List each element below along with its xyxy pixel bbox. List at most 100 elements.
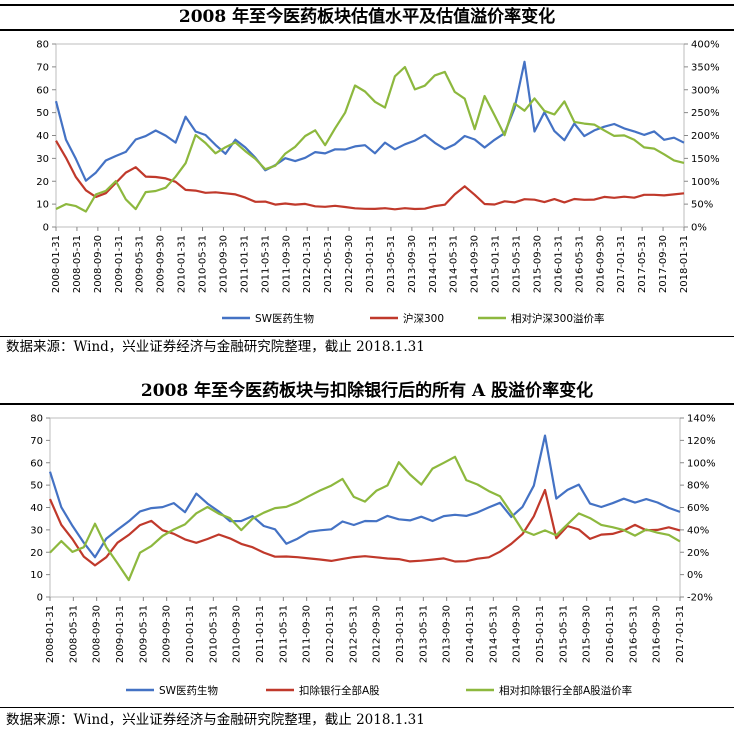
y-left-tick-label: 40 <box>30 503 43 514</box>
y-right-tick-label: 350% <box>691 62 720 73</box>
x-tick-label: 2015-05-31 <box>512 235 523 293</box>
y-right-tick-label: 100% <box>687 458 716 469</box>
legend-label-1: 沪深300 <box>403 312 444 325</box>
chart2-source: 数据来源：Wind，兴业证券经济与金融研究院整理，截止 2018.1.31 <box>6 712 425 728</box>
x-tick-label: 2012-05-31 <box>348 605 359 663</box>
y-right-tick-label: 40% <box>687 525 709 536</box>
x-tick-label: 2011-09-30 <box>302 605 313 663</box>
x-tick-label: 2009-09-30 <box>156 235 167 293</box>
y-left-tick-label: 50 <box>36 108 49 119</box>
y-right-tick-label: 300% <box>691 85 720 96</box>
x-tick-label: 2018-01-31 <box>679 235 690 293</box>
y-right-tick-label: 200% <box>691 131 720 142</box>
y-right-tick-label: 400% <box>691 40 720 51</box>
x-tick-label: 2012-05-31 <box>323 235 334 293</box>
x-tick-label: 2014-01-31 <box>465 605 476 663</box>
x-tick-label: 2013-05-31 <box>418 605 429 663</box>
legend-label-0: SW医药生物 <box>255 312 314 325</box>
y-left-tick-label: 20 <box>30 548 43 559</box>
chart1-top-rule <box>0 4 734 6</box>
y-right-tick-label: 20% <box>687 548 709 559</box>
series-line-0 <box>54 60 685 182</box>
x-tick-label: 2010-09-30 <box>232 605 243 663</box>
x-tick-label: 2014-05-31 <box>488 605 499 663</box>
x-tick-label: 2010-05-31 <box>208 605 219 663</box>
x-tick-label: 2008-09-30 <box>93 235 104 293</box>
x-tick-label: 2011-01-31 <box>239 235 250 293</box>
y-right-tick-label: 140% <box>687 414 716 425</box>
chart1-plot: 0 10 20 30 40 50 60 70 80 0% 50% 100% 150% 200% 250% 30… <box>36 40 720 326</box>
series-line-1 <box>55 140 685 211</box>
x-tick-label: 2016-09-30 <box>595 235 606 293</box>
y-left-tick-label: 80 <box>36 40 49 51</box>
x-tick-label: 2010-01-31 <box>177 235 188 293</box>
y-right-tick-label: 50% <box>691 200 713 211</box>
x-tick-label: 2011-05-31 <box>260 235 271 293</box>
x-tick-label: 2008-01-31 <box>51 235 62 293</box>
x-tick-label: 2015-01-31 <box>491 235 502 293</box>
x-tick-label: 2010-09-30 <box>218 235 229 293</box>
x-tick-label: 2014-05-31 <box>449 235 460 293</box>
x-tick-label: 2013-09-30 <box>407 235 418 293</box>
y-left-tick-label: 0 <box>37 593 43 604</box>
x-tick-label: 2015-09-30 <box>582 605 593 663</box>
x-tick-label: 2016-05-31 <box>574 235 585 293</box>
legend-label-1: 扣除银行全部A股 <box>299 684 380 697</box>
x-tick-label: 2008-01-31 <box>45 605 56 663</box>
x-tick-label: 2017-09-30 <box>658 235 669 293</box>
y-right-tick-label: 120% <box>687 436 716 447</box>
x-tick-label: 2008-09-30 <box>92 605 103 663</box>
chart2-title-rule <box>0 403 734 405</box>
x-tick-label: 2009-09-30 <box>162 605 173 663</box>
y-left-tick-label: 40 <box>36 131 49 142</box>
y-right-tick-label: 150% <box>691 154 720 165</box>
y-left-tick-label: 0 <box>43 223 49 234</box>
plot-frame <box>49 417 681 598</box>
x-tick-label: 2014-01-31 <box>428 235 439 293</box>
y-right-tick-label: 100% <box>691 177 720 188</box>
x-tick-label: 2015-09-30 <box>532 235 543 293</box>
x-tick-label: 2016-05-31 <box>628 605 639 663</box>
x-tick-label: 2011-09-30 <box>281 235 292 293</box>
y-left-tick-label: 10 <box>36 200 49 211</box>
y-left-tick-label: 10 <box>30 570 43 581</box>
x-tick-label: 2013-09-30 <box>442 605 453 663</box>
series-line-1 <box>48 488 681 567</box>
x-tick-label: 2012-09-30 <box>372 605 383 663</box>
y-left-tick-label: 70 <box>30 436 43 447</box>
series-line-2 <box>55 65 685 213</box>
x-tick-label: 2013-05-31 <box>386 235 397 293</box>
x-tick-label: 2010-05-31 <box>198 235 209 293</box>
x-tick-label: 2016-01-31 <box>553 235 564 293</box>
chart2-plot: 0 10 20 30 40 50 60 70 80 -20% 0% 20% 40% 60% 80% 100% 1… <box>30 414 716 698</box>
x-tick-label: 2017-01-31 <box>675 605 686 663</box>
x-tick-label: 2017-01-31 <box>616 235 627 293</box>
x-tick-label: 2009-05-31 <box>138 605 149 663</box>
x-tick-label: 2015-05-31 <box>558 605 569 663</box>
x-tick-label: 2016-01-31 <box>605 605 616 663</box>
y-right-tick-label: 60% <box>687 503 709 514</box>
x-tick-label: 2012-09-30 <box>344 235 355 293</box>
chart1-source: 数据来源：Wind，兴业证券经济与金融研究院整理，截止 2018.1.31 <box>6 339 425 355</box>
chart2-bottom-rule <box>0 707 734 708</box>
y-left-tick-label: 70 <box>36 62 49 73</box>
x-tick-label: 2014-09-30 <box>512 605 523 663</box>
x-tick-label: 2013-01-31 <box>365 235 376 293</box>
y-right-tick-label: 250% <box>691 108 720 119</box>
x-tick-label: 2008-05-31 <box>72 235 83 293</box>
y-left-tick-label: 80 <box>30 414 43 425</box>
x-tick-label: 2009-05-31 <box>135 235 146 293</box>
x-tick-label: 2010-01-31 <box>185 605 196 663</box>
y-left-tick-label: 60 <box>30 458 43 469</box>
x-tick-label: 2017-05-31 <box>637 235 648 293</box>
legend-label-2: 相对沪深300溢价率 <box>511 312 605 325</box>
y-left-tick-label: 60 <box>36 85 49 96</box>
x-tick-label: 2008-05-31 <box>68 605 79 663</box>
x-tick-label: 2012-01-31 <box>302 235 313 293</box>
x-tick-label: 2012-01-31 <box>325 605 336 663</box>
x-tick-label: 2015-01-31 <box>535 605 546 663</box>
series-line-2 <box>49 455 681 582</box>
chart1-title-rule <box>0 29 734 31</box>
series-line-0 <box>48 434 681 559</box>
y-left-tick-label: 20 <box>36 177 49 188</box>
